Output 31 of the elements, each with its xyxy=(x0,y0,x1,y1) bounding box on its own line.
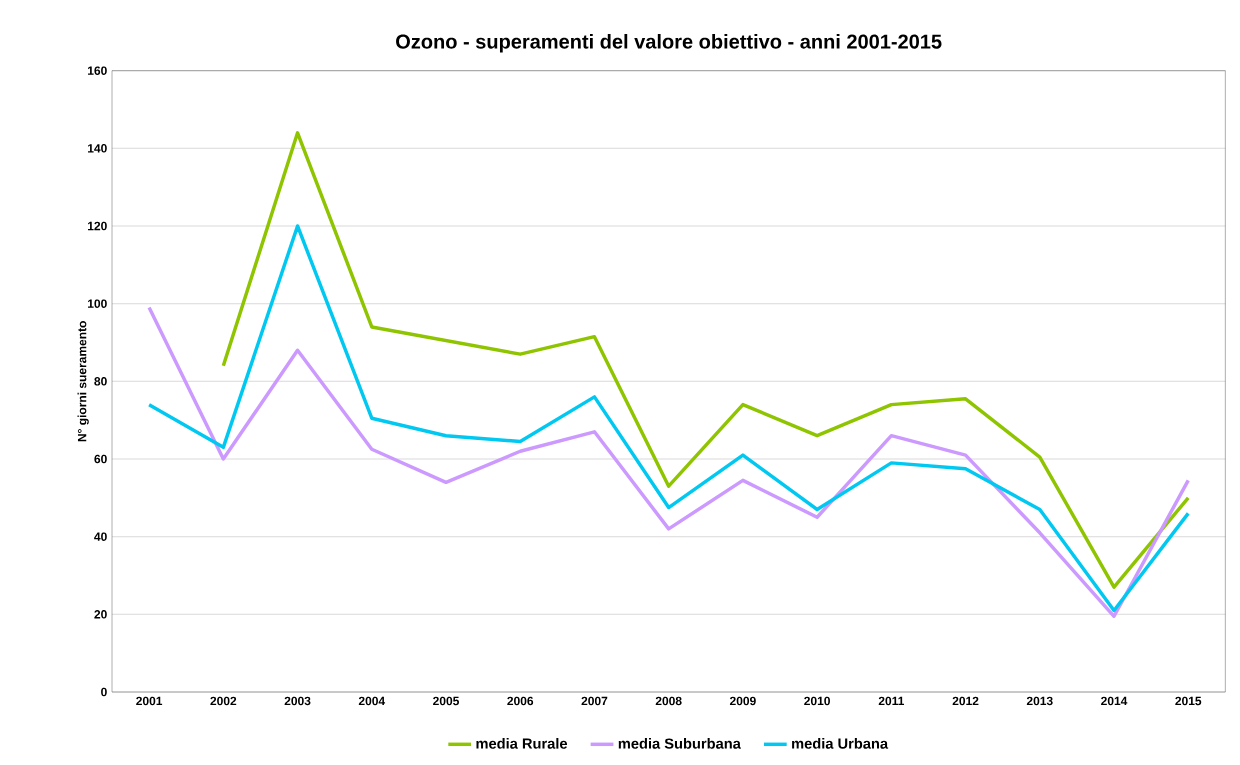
y-tick-label: 0 xyxy=(101,687,107,697)
line-series xyxy=(147,224,1190,613)
y-tick-label: 20 xyxy=(94,610,107,619)
line-series xyxy=(147,305,1190,619)
y-tick-label: 80 xyxy=(94,377,107,386)
x-tick-label: 2003 xyxy=(284,696,311,706)
x-tick-label: 2001 xyxy=(136,696,163,706)
x-tick-label: 2011 xyxy=(878,696,905,706)
y-tick-label: 140 xyxy=(88,144,107,153)
x-tick-label: 2007 xyxy=(581,696,608,706)
y-axis-title: N° giorni sueramento xyxy=(77,321,89,442)
y-tick-label: 60 xyxy=(94,454,107,464)
y-tick-label: 40 xyxy=(94,532,107,541)
legend-label: media Suburbana xyxy=(618,737,741,749)
x-tick-label: 2002 xyxy=(210,696,237,706)
x-tick-label: 2010 xyxy=(804,696,830,706)
legend-label: media Urbana xyxy=(792,737,889,749)
legend-label: media Rurale xyxy=(476,737,568,749)
x-tick-label: 2006 xyxy=(507,696,534,706)
x-tick-label: 2008 xyxy=(655,696,682,706)
x-tick-label: 2005 xyxy=(433,696,460,706)
x-tick-label: 2012 xyxy=(952,696,979,706)
x-tick-label: 2013 xyxy=(1026,696,1053,706)
y-tick-label: 120 xyxy=(88,221,107,231)
x-tick-label: 2004 xyxy=(358,696,386,706)
x-tick-label: 2014 xyxy=(1101,696,1128,706)
x-tick-label: 2009 xyxy=(729,696,756,706)
chart-title: Ozono - superamenti del valore obiettivo - anni 2001-2015 xyxy=(396,33,942,53)
y-tick-label: 160 xyxy=(88,66,107,75)
y-tick-label: 100 xyxy=(88,299,107,308)
x-tick-label: 2015 xyxy=(1175,696,1202,706)
